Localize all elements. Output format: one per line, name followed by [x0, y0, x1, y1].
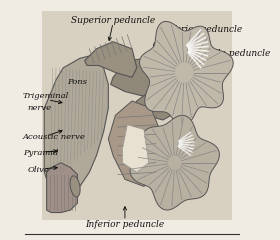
Polygon shape — [132, 77, 184, 120]
Text: Acoustic nerve: Acoustic nerve — [23, 133, 86, 141]
Polygon shape — [111, 58, 160, 96]
Text: Pyramid: Pyramid — [23, 149, 58, 157]
Ellipse shape — [70, 176, 80, 197]
Text: Middle peduncle: Middle peduncle — [194, 49, 270, 58]
Polygon shape — [42, 11, 232, 220]
Polygon shape — [44, 56, 108, 191]
Text: Trigeminal: Trigeminal — [23, 92, 69, 100]
Text: Pons: Pons — [67, 78, 87, 86]
Polygon shape — [85, 42, 137, 77]
Text: Inferior peduncle: Inferior peduncle — [85, 220, 165, 229]
Text: Inferior peduncle: Inferior peduncle — [163, 25, 242, 34]
Text: nerve: nerve — [28, 104, 52, 112]
Polygon shape — [130, 115, 220, 210]
Text: Olive: Olive — [28, 166, 50, 174]
Text: Superior peduncle: Superior peduncle — [71, 16, 155, 25]
Polygon shape — [123, 125, 149, 172]
Polygon shape — [108, 101, 160, 186]
Polygon shape — [47, 163, 78, 212]
Polygon shape — [139, 21, 233, 126]
